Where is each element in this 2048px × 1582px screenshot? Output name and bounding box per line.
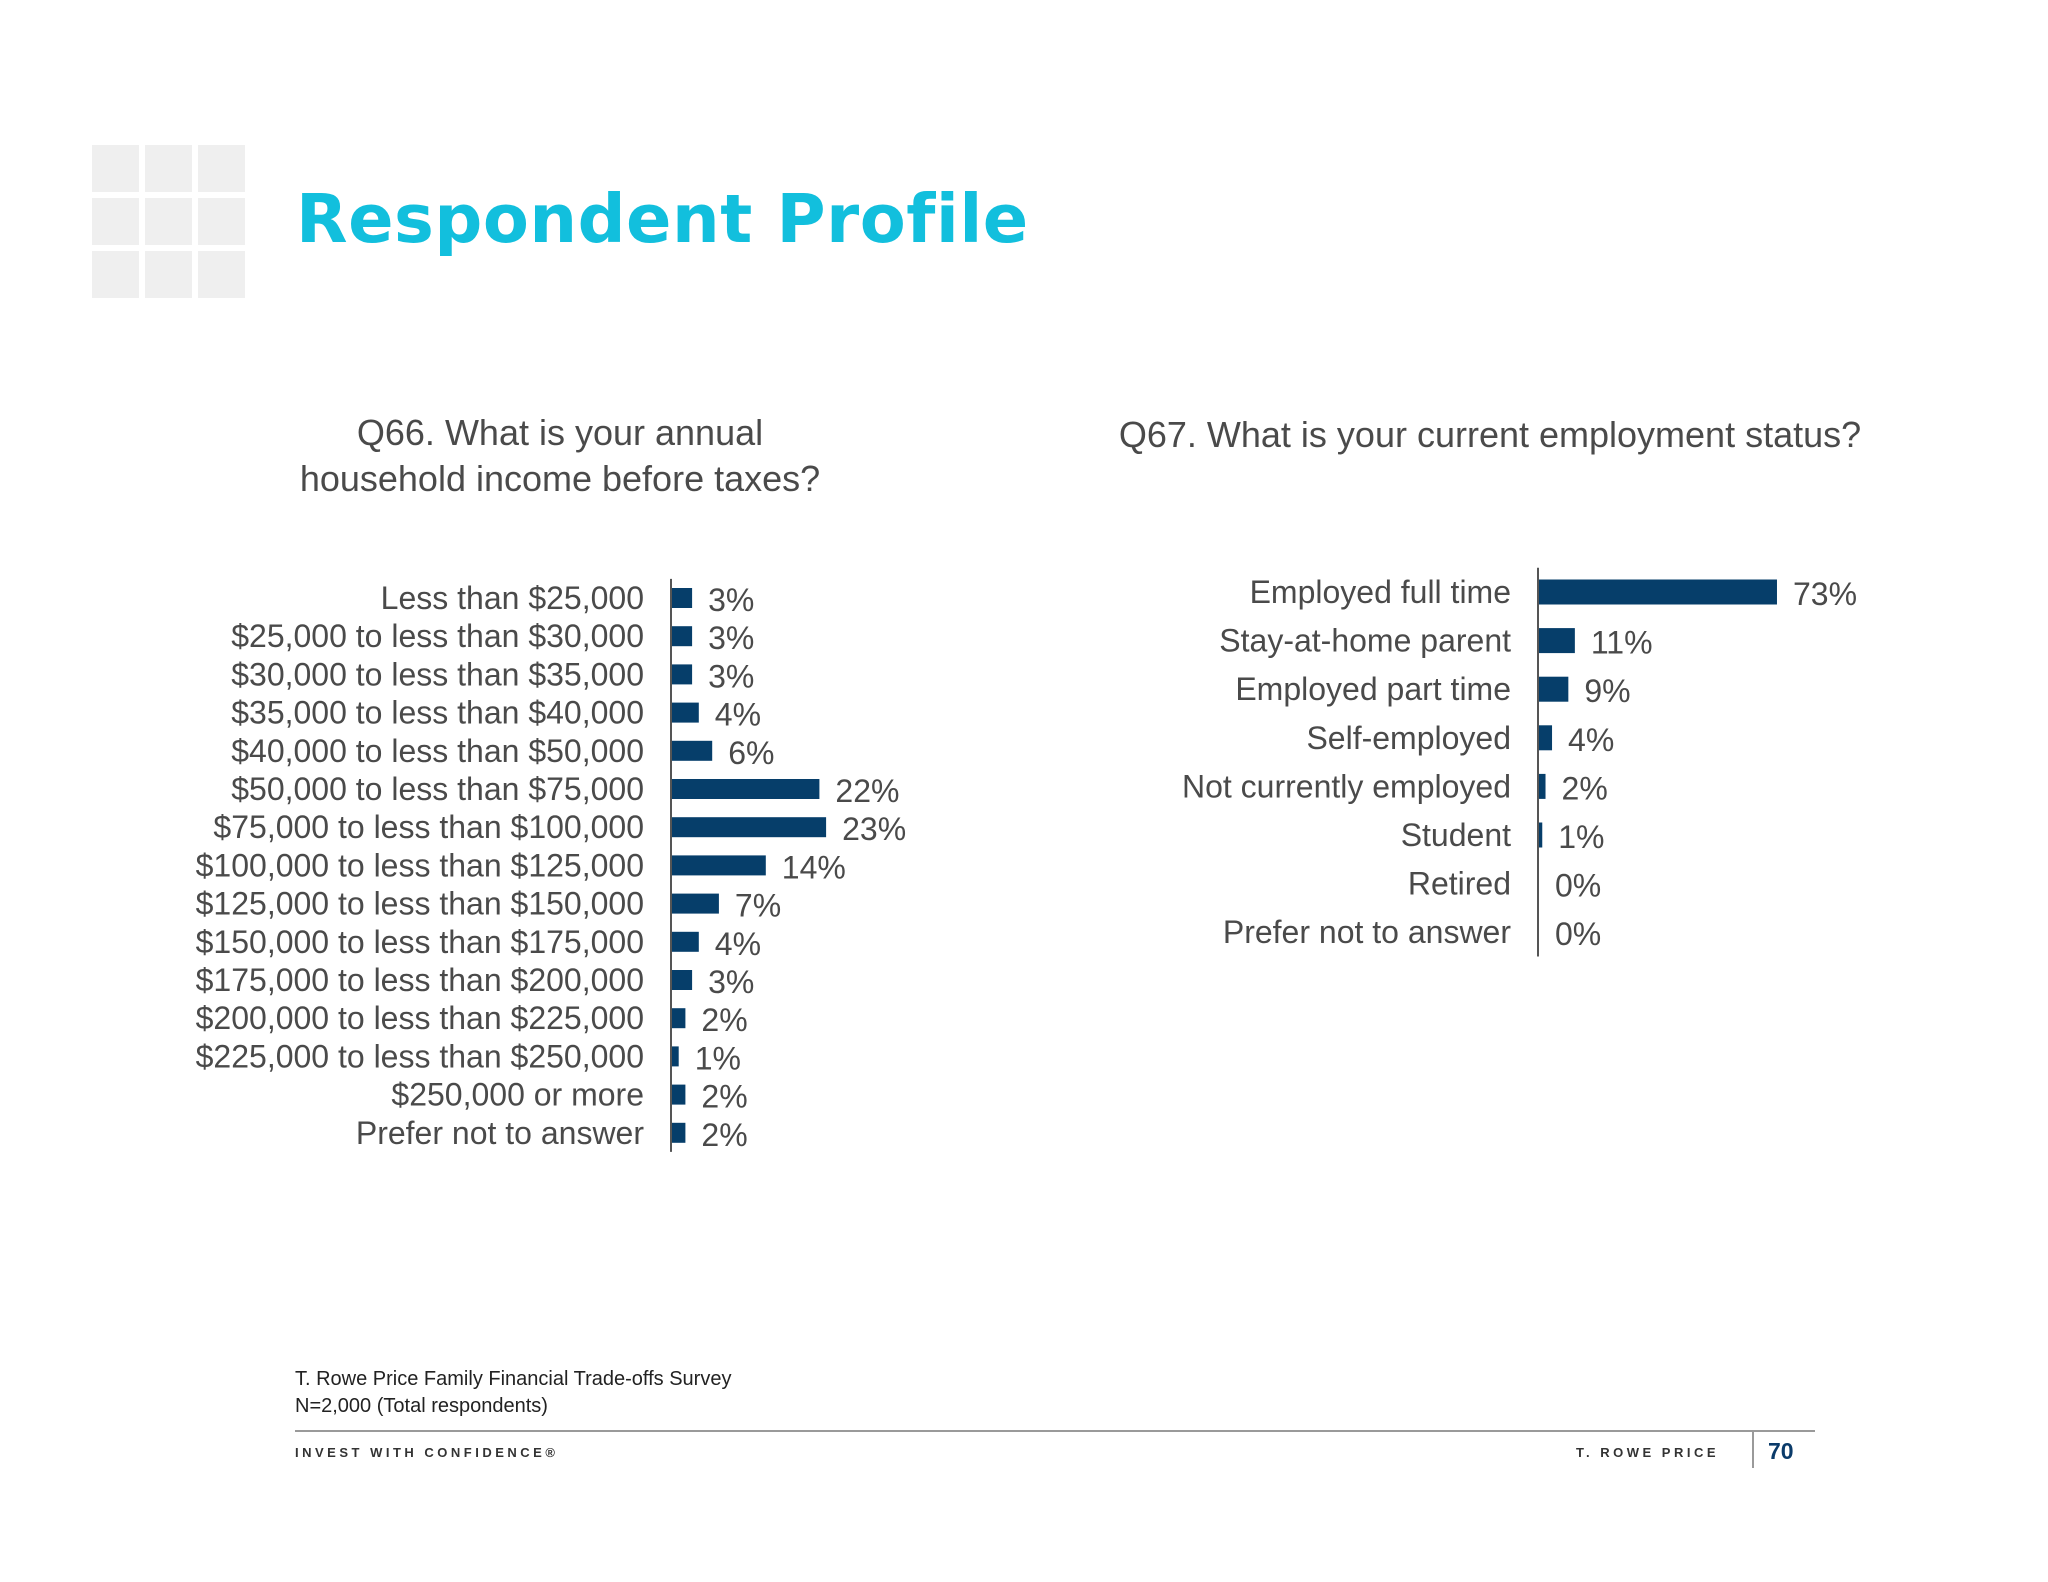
category-label: Not currently employed xyxy=(1182,768,1511,804)
value-label: 4% xyxy=(1568,722,1614,758)
bar xyxy=(1539,725,1553,751)
category-label: $100,000 to less than $125,000 xyxy=(196,847,644,883)
category-label: $250,000 or more xyxy=(391,1077,644,1113)
category-label: Retired xyxy=(1408,866,1511,902)
bar xyxy=(1539,676,1569,702)
value-label: 3% xyxy=(708,582,754,618)
category-label: $75,000 to less than $100,000 xyxy=(213,809,644,845)
category-label: $25,000 to less than $30,000 xyxy=(231,618,644,654)
source-note: T. Rowe Price Family Financial Trade-off… xyxy=(295,1366,731,1420)
category-label: $200,000 to less than $225,000 xyxy=(196,1000,644,1036)
employment-chart: Employed full time 73% Stay-at-home parent… xyxy=(1182,567,1857,957)
value-label: 11% xyxy=(1591,625,1653,661)
income-chart-title: Q66. What is your annual household incom… xyxy=(260,410,860,502)
bar xyxy=(672,779,820,799)
value-label: 2% xyxy=(701,1117,747,1153)
source-line-2: N=2,000 (Total respondents) xyxy=(295,1395,548,1417)
page-title: Respondent Profile xyxy=(296,180,1029,258)
source-line-1: T. Rowe Price Family Financial Trade-off… xyxy=(295,1368,732,1390)
value-label: 4% xyxy=(715,926,761,962)
category-label: Employed part time xyxy=(1235,671,1511,707)
category-label: Prefer not to answer xyxy=(356,1115,644,1151)
bar xyxy=(672,1046,679,1067)
value-label: 23% xyxy=(842,811,906,847)
page-number: 70 xyxy=(1768,1438,1794,1464)
value-label: 3% xyxy=(708,658,754,694)
bar xyxy=(672,588,693,608)
category-label: $30,000 to less than $35,000 xyxy=(231,656,644,692)
bar xyxy=(672,626,693,647)
bar xyxy=(672,817,827,838)
bar xyxy=(1539,579,1777,605)
category-label: $125,000 to less than $150,000 xyxy=(196,886,644,922)
footer-brand: T. ROWE PRICE xyxy=(1576,1445,1720,1460)
value-label: 0% xyxy=(1555,868,1601,904)
bar xyxy=(1539,628,1575,654)
value-label: 4% xyxy=(715,697,761,733)
value-label: 7% xyxy=(735,888,781,924)
footer-divider xyxy=(295,1430,1815,1432)
bar xyxy=(672,1008,686,1029)
bar xyxy=(672,1122,686,1143)
footer-tagline: INVEST WITH CONFIDENCE® xyxy=(295,1445,559,1460)
value-label: 0% xyxy=(1555,916,1601,952)
category-label: Stay-at-home parent xyxy=(1219,623,1511,659)
value-label: 14% xyxy=(782,849,846,885)
category-label: Employed full time xyxy=(1250,574,1511,610)
value-label: 2% xyxy=(1562,770,1608,806)
value-label: 1% xyxy=(1558,819,1604,855)
bar xyxy=(672,664,693,685)
value-label: 1% xyxy=(695,1040,741,1076)
category-label: Student xyxy=(1401,817,1511,853)
value-label: 22% xyxy=(835,773,899,809)
income-chart-title-line-2: household income before taxes? xyxy=(299,458,821,499)
bar xyxy=(672,1084,686,1105)
employment-chart-title: Q67. What is your current employment sta… xyxy=(1118,414,1862,455)
category-label: $40,000 to less than $50,000 xyxy=(231,733,644,769)
page-number-divider xyxy=(1752,1432,1754,1468)
bar xyxy=(672,855,766,876)
bar xyxy=(672,931,699,952)
category-label: Less than $25,000 xyxy=(381,580,644,616)
income-chart-title-line-1: Q66. What is your annual xyxy=(356,412,764,453)
category-label: $50,000 to less than $75,000 xyxy=(231,771,644,807)
grid-logo-icon xyxy=(92,145,245,298)
value-label: 9% xyxy=(1584,673,1630,709)
bar xyxy=(672,893,719,914)
bar xyxy=(1539,773,1546,799)
category-label: $175,000 to less than $200,000 xyxy=(196,962,644,998)
income-chart: Less than $25,000 3% $25,000 to less than … xyxy=(196,578,906,1153)
bar xyxy=(672,740,713,761)
category-label: $225,000 to less than $250,000 xyxy=(196,1038,644,1074)
value-label: 3% xyxy=(708,620,754,656)
value-label: 3% xyxy=(708,964,754,1000)
bar xyxy=(672,970,693,990)
category-label: Self-employed xyxy=(1306,720,1511,756)
value-label: 6% xyxy=(728,735,774,771)
value-label: 73% xyxy=(1793,576,1857,612)
category-label: $35,000 to less than $40,000 xyxy=(231,695,644,731)
bar xyxy=(672,702,699,723)
bar xyxy=(1539,822,1543,848)
value-label: 2% xyxy=(701,1002,747,1038)
category-label: Prefer not to answer xyxy=(1223,914,1511,950)
category-label: $150,000 to less than $175,000 xyxy=(196,924,644,960)
value-label: 2% xyxy=(701,1079,747,1115)
